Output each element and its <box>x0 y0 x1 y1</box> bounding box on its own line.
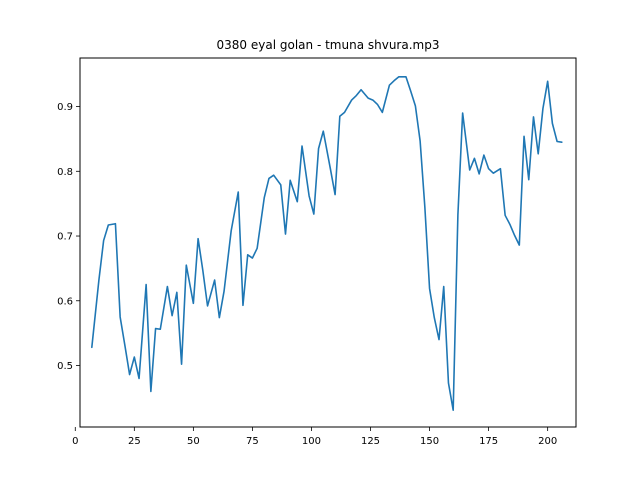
x-tick-label: 200 <box>538 436 557 447</box>
y-tick-label: 0.6 <box>57 296 73 307</box>
x-tick-label: 150 <box>420 436 439 447</box>
x-tick-label: 25 <box>128 436 141 447</box>
plot-area: 0 25 50 75 100 125 150 175 200 0.5 0.6 0.7 0.8 0.9 <box>57 57 577 447</box>
y-axis: 0.5 0.6 0.7 0.8 0.9 <box>57 102 80 372</box>
x-tick-label: 100 <box>302 436 321 447</box>
axes-frame <box>79 57 577 428</box>
chart-title: 0380 eyal golan - tmuna shvura.mp3 <box>217 38 440 52</box>
y-tick-label: 0.7 <box>57 232 73 243</box>
series-line <box>91 75 563 411</box>
x-tick-label: 50 <box>187 436 200 447</box>
x-tick-label: 75 <box>246 436 259 447</box>
x-axis: 0 25 50 75 100 125 150 175 200 <box>72 427 557 447</box>
y-tick-label: 0.9 <box>57 102 73 113</box>
x-tick-label: 0 <box>72 436 78 447</box>
y-tick-label: 0.5 <box>57 361 73 372</box>
series-layer <box>91 75 563 411</box>
x-tick-label: 125 <box>361 436 380 447</box>
y-tick-label: 0.8 <box>57 167 73 178</box>
x-tick-label: 175 <box>479 436 498 447</box>
